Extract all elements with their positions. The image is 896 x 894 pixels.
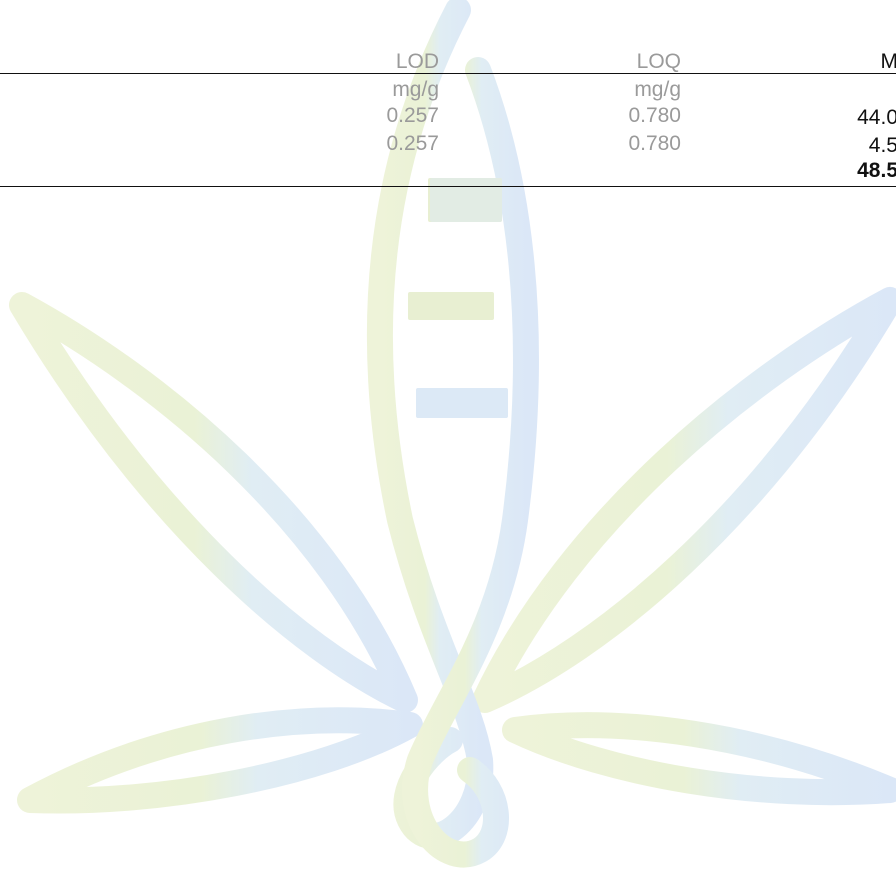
dna-rung-icon bbox=[408, 292, 494, 320]
row-2-lod: 0.257 bbox=[386, 132, 439, 155]
header-lod: LOD bbox=[395, 50, 439, 73]
leaf-lower-left-icon bbox=[17, 707, 423, 814]
row-1-lod: 0.257 bbox=[386, 104, 439, 127]
header-loq: LOQ bbox=[636, 50, 681, 73]
row-1-mass: 44.0 bbox=[857, 106, 896, 129]
row-2-loq: 0.780 bbox=[628, 132, 681, 155]
dna-rung-icon bbox=[430, 178, 502, 222]
table-top-rule bbox=[0, 73, 896, 74]
dna-rung-icon bbox=[416, 388, 508, 418]
leaf-left-icon bbox=[9, 292, 418, 713]
dna-strand-right-icon bbox=[402, 57, 539, 868]
table-bottom-rule bbox=[0, 186, 896, 187]
unit-lod: mg/g bbox=[392, 78, 439, 101]
total-mass: 48.5 bbox=[857, 159, 896, 182]
leaf-lower-right-icon bbox=[502, 712, 896, 806]
leaf-right-icon bbox=[472, 287, 896, 713]
row-2-mass: 4.5 bbox=[868, 134, 896, 157]
unit-loq: mg/g bbox=[634, 78, 681, 101]
header-mass: M bbox=[880, 50, 896, 73]
row-1-loq: 0.780 bbox=[628, 104, 681, 127]
